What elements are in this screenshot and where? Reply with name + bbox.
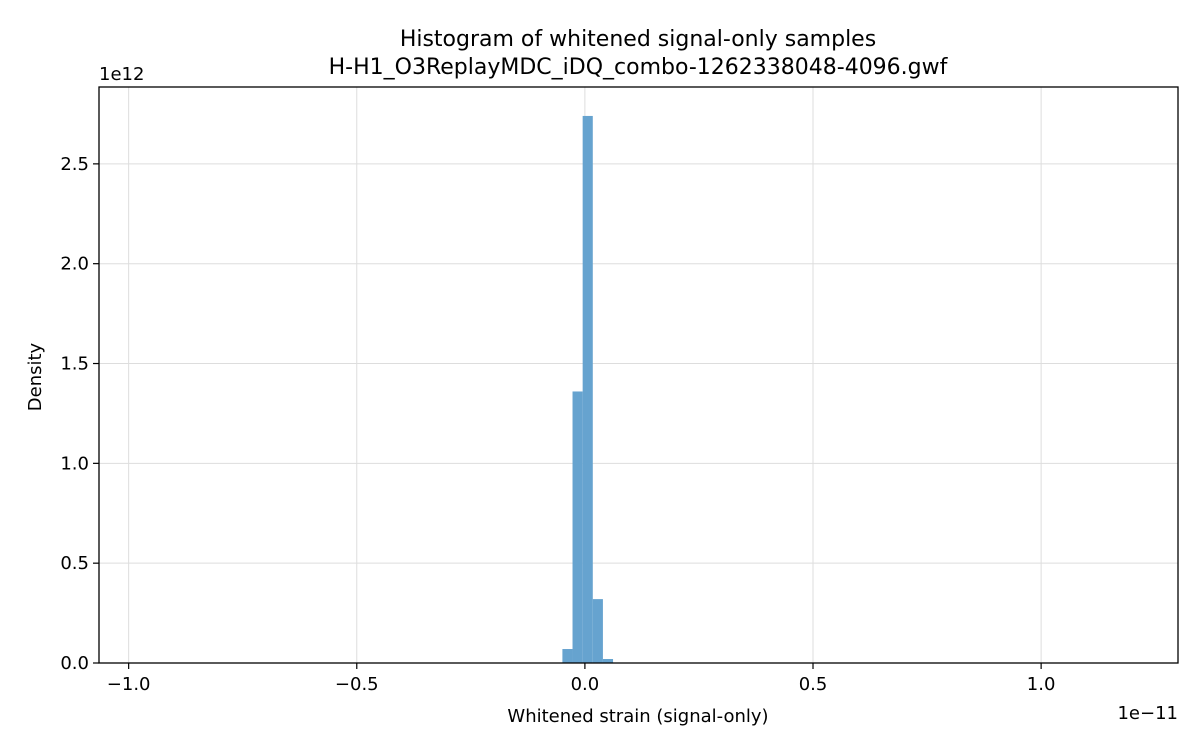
x-tick-label-0: −1.0 bbox=[107, 674, 151, 695]
x-axis-label: Whitened strain (signal-only) bbox=[507, 706, 768, 727]
histogram-bar-0 bbox=[562, 649, 573, 663]
y-tick-label-5: 2.5 bbox=[60, 154, 89, 175]
chart-subtitle: H-H1_O3ReplayMDC_iDQ_combo-1262338048-40… bbox=[329, 55, 949, 80]
y-axis-ticks: 0.0 0.5 1.0 1.5 2.0 2.5 bbox=[60, 154, 99, 674]
plot-frame bbox=[98, 86, 1179, 664]
y-tick-label-1: 0.5 bbox=[60, 553, 89, 574]
histogram-bar-2 bbox=[582, 115, 593, 664]
chart-title: Histogram of whitened signal-only sample… bbox=[400, 27, 876, 52]
y-tick-label-4: 2.0 bbox=[60, 254, 89, 275]
histogram-bar-4 bbox=[602, 659, 614, 663]
y-offset-text: 1e12 bbox=[99, 64, 144, 85]
x-tick-label-3: 0.5 bbox=[799, 674, 828, 695]
y-tick-label-0: 0.0 bbox=[60, 653, 89, 674]
x-tick-label-1: −0.5 bbox=[335, 674, 379, 695]
y-tick-label-2: 1.0 bbox=[60, 453, 89, 474]
x-axis-ticks: −1.0 −0.5 0.0 0.5 1.0 bbox=[107, 663, 1056, 695]
histogram-bars bbox=[562, 115, 614, 664]
y-tick-label-3: 1.5 bbox=[60, 354, 89, 375]
x-tick-label-4: 1.0 bbox=[1027, 674, 1056, 695]
x-offset-text: 1e−11 bbox=[1117, 703, 1178, 724]
histogram-bar-1 bbox=[572, 391, 583, 663]
x-tick-label-2: 0.0 bbox=[571, 674, 600, 695]
y-axis-label: Density bbox=[25, 342, 46, 411]
histogram-bar-3 bbox=[592, 599, 603, 663]
grid-lines bbox=[99, 87, 1178, 664]
